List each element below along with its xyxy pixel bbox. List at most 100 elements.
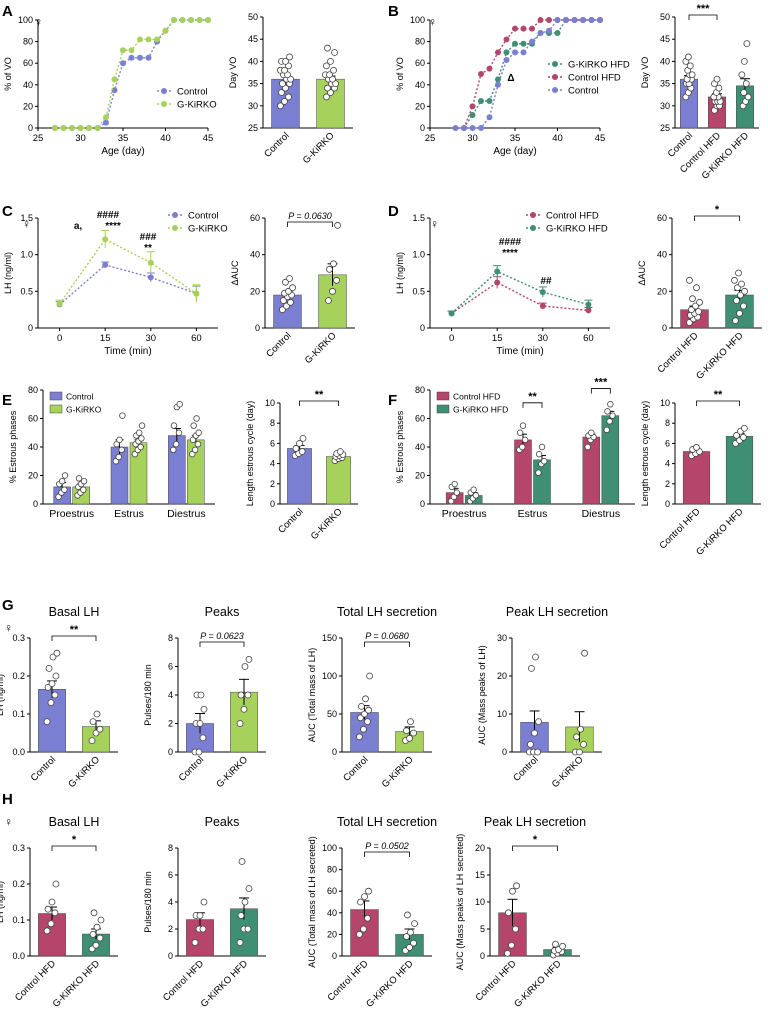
data-point [528, 665, 535, 672]
series-point [486, 98, 493, 104]
data-point [744, 93, 752, 101]
panel-label-c: C [2, 203, 13, 220]
series-point [585, 301, 592, 308]
series-point [512, 40, 518, 47]
data-point [361, 893, 368, 900]
series-point [145, 36, 152, 43]
x-tick-label: Control [177, 754, 206, 783]
data-point [170, 446, 177, 454]
series-line [59, 264, 197, 306]
data-point [607, 401, 614, 408]
data-point [333, 276, 340, 284]
data-point [686, 276, 693, 284]
y-axis-label: Day VO [640, 57, 650, 89]
data-point [329, 287, 336, 295]
x-axis-label: Age (day) [493, 146, 536, 157]
chart-H_peakLH: 0 5 10 15 20 AUC (Mass peaks of LH secreted) C… [455, 815, 586, 1010]
data-point [740, 302, 747, 310]
x-tick-label: G-KiRKO HFD [199, 958, 251, 1010]
data-point [190, 422, 197, 429]
data-point [508, 941, 515, 949]
series-point [111, 87, 118, 94]
y-tick-label: 0.0 [12, 951, 25, 961]
data-point [360, 725, 367, 733]
significance-stars: * [715, 204, 720, 216]
x-tick-label: Control HFD [326, 958, 371, 1003]
y-axis-label: AUC (Total mass of LH) [307, 648, 317, 743]
series-point [52, 125, 58, 131]
y-tick-label: 25 [660, 123, 670, 133]
y-tick-label: 40 [657, 250, 667, 260]
legend-label: Control HFD [546, 211, 599, 222]
data-point [61, 486, 68, 493]
legend-label: G-KiRKO HFD [453, 405, 508, 415]
data-point [245, 885, 253, 892]
data-point [733, 297, 740, 304]
data-point [472, 492, 480, 499]
data-point [299, 434, 307, 442]
series-point [486, 65, 493, 72]
data-point [361, 710, 368, 718]
data-point [516, 429, 524, 436]
y-tick-label: 60 [657, 213, 667, 223]
data-point [693, 444, 700, 451]
series-point [546, 17, 552, 23]
x-tick-label: Estrus [114, 508, 144, 520]
x-tick-label: 0 [449, 333, 454, 344]
legend-label: G-KiRKO [177, 100, 217, 111]
chart-G_peaks: 0 2 4 6 8 Pulses/180 min Control G-KiRKO P = 0.0… [143, 605, 266, 790]
chart-G_total: 0 50 100 150 AUC (Total mass of LH) Control G-… [307, 605, 437, 790]
y-tick-label: 2 [270, 479, 275, 489]
legend-label: Control [177, 87, 208, 98]
data-point [118, 446, 125, 454]
annotation: #### [97, 210, 120, 221]
y-tick-label: 60 [415, 58, 425, 68]
data-point [411, 920, 418, 927]
data-point [609, 412, 616, 419]
chart-D_line: 0 0.5 1.0 1.5 LH (ng/ml) 0 15 30 60 Time (min) Con… [395, 211, 610, 357]
x-tick-label: Control [511, 754, 540, 783]
y-tick-label: 0 [420, 499, 425, 509]
panel-label-g: G [2, 597, 14, 614]
series-point [495, 81, 501, 88]
legend-label: Control HFD [568, 73, 621, 84]
female-symbol-b: ♀ [428, 15, 437, 29]
y-axis-label: AUC (Mass peaks of LH) [477, 645, 487, 745]
y-tick-label: 0 [168, 951, 173, 961]
series-point [512, 25, 518, 32]
series-point [580, 17, 586, 23]
data-point [326, 265, 333, 273]
data-point [743, 40, 751, 48]
significance-bracket [694, 215, 740, 221]
series-point [120, 47, 126, 54]
y-tick-label: 0.0 [12, 747, 25, 757]
series-point [60, 125, 67, 131]
data-point [131, 450, 139, 458]
bar [38, 689, 66, 753]
data-point [324, 44, 331, 52]
y-tick-label: 80 [415, 37, 425, 47]
y-tick-label: 0.1 [12, 915, 25, 925]
data-point [406, 734, 413, 742]
data-point [538, 443, 546, 451]
data-point [244, 691, 252, 699]
data-point [738, 71, 746, 79]
series-point [196, 17, 203, 23]
data-point [138, 422, 146, 429]
y-tick-label: 20 [415, 101, 425, 111]
y-axis-label: Length estrous cycle (day) [245, 401, 255, 507]
data-point [193, 415, 200, 422]
data-point [241, 898, 249, 906]
data-point [740, 424, 748, 432]
significance-bracket [287, 221, 333, 227]
series-point [147, 259, 154, 266]
y-tick-label: 80 [23, 37, 33, 47]
data-point [603, 426, 610, 434]
series-point [120, 60, 126, 67]
data-point [470, 486, 477, 493]
legend-marker [172, 225, 178, 231]
data-point [279, 80, 286, 87]
x-tick-label: G-KiRKO HFD [51, 958, 103, 1010]
y-tick-label: 0 [33, 499, 38, 509]
